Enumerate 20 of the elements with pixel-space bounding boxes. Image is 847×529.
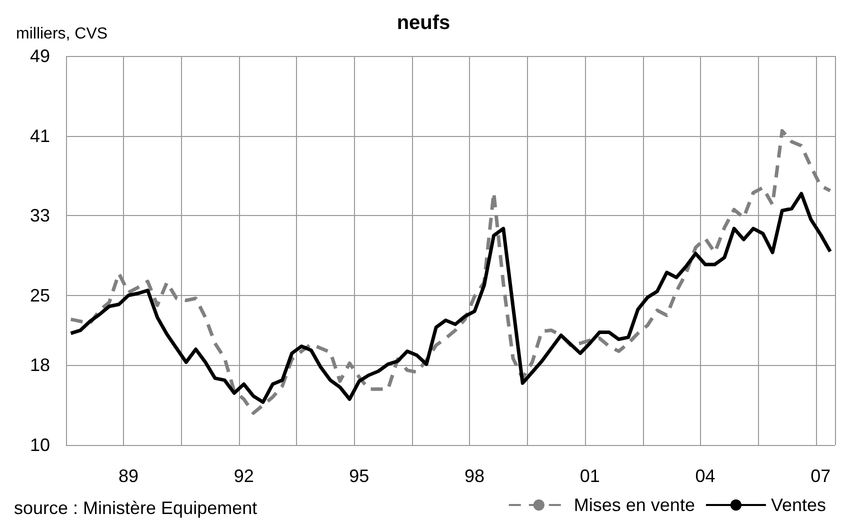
legend-label: Mises en vente: [574, 495, 695, 515]
y-axis-title: milliers, CVS: [16, 26, 108, 42]
y-tick-label: 49: [30, 46, 50, 66]
x-tick-label: 89: [118, 466, 138, 486]
y-tick-label: 41: [30, 126, 50, 146]
x-tick-label: 98: [464, 466, 485, 486]
source-note: source : Ministère Equipement: [14, 498, 258, 518]
x-tick-label: 95: [349, 466, 370, 486]
line-series: [69, 129, 832, 415]
y-tick-label: 10: [30, 435, 50, 455]
x-tick-label: 07: [810, 466, 831, 486]
legend-label: Ventes: [770, 495, 826, 515]
x-tick-label: 04: [695, 466, 716, 486]
x-tick-label: 92: [234, 466, 254, 486]
y-tick-label: 25: [30, 285, 50, 306]
y-tick-label: 18: [30, 355, 50, 376]
line-series: [69, 192, 832, 404]
chart-title: neufs: [396, 12, 450, 34]
x-tick-label: 01: [580, 466, 600, 486]
y-tick-label: 33: [30, 206, 50, 226]
